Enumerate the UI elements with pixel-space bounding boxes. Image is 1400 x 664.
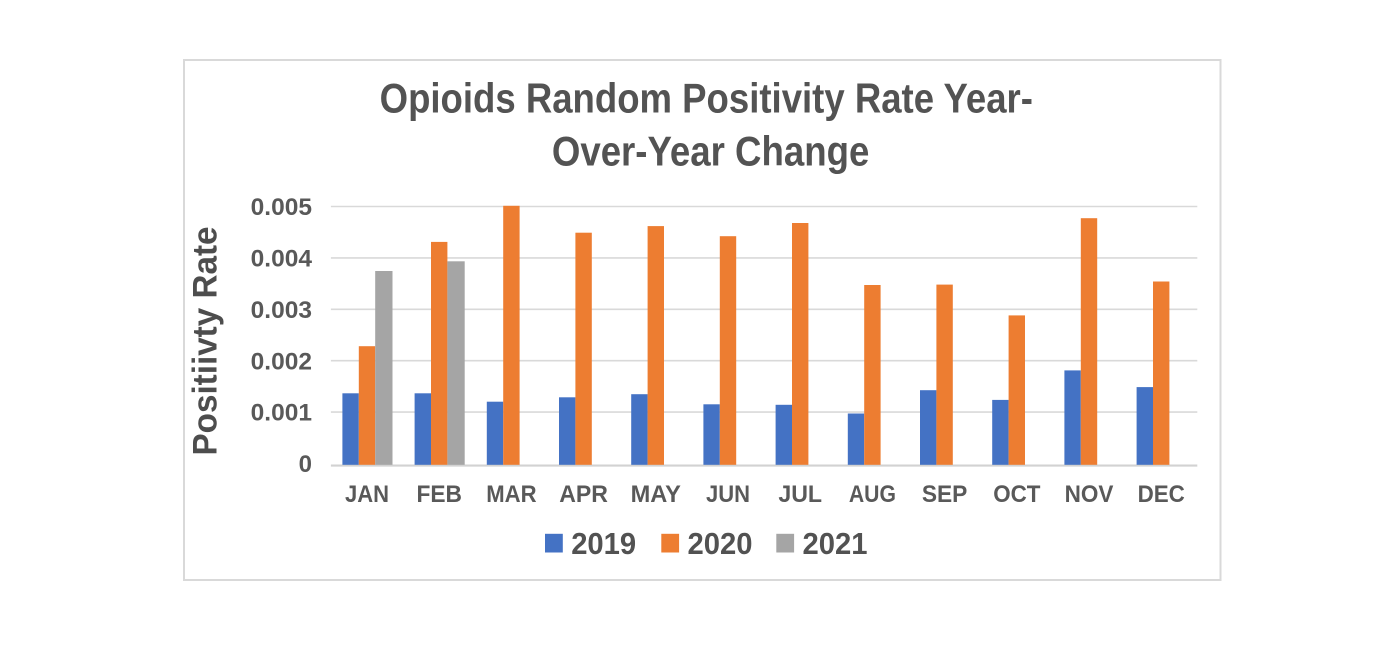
- svg-text:DEC: DEC: [1138, 481, 1185, 508]
- svg-text:NOV: NOV: [1065, 481, 1114, 508]
- svg-text:2021: 2021: [803, 526, 868, 561]
- svg-text:MAR: MAR: [486, 481, 536, 508]
- svg-text:Opioids Random Positivity Rate: Opioids Random Positivity Rate Year-: [380, 74, 1033, 121]
- svg-text:2019: 2019: [571, 526, 636, 561]
- svg-text:JAN: JAN: [345, 481, 389, 508]
- svg-text:0: 0: [299, 451, 312, 478]
- svg-text:AUG: AUG: [849, 481, 896, 508]
- svg-text:2020: 2020: [688, 526, 753, 561]
- svg-text:0.003: 0.003: [251, 297, 312, 324]
- svg-text:Positiivty Rate: Positiivty Rate: [187, 227, 225, 456]
- svg-text:0.004: 0.004: [251, 246, 313, 273]
- svg-text:MAY: MAY: [631, 481, 681, 508]
- svg-text:OCT: OCT: [993, 481, 1041, 508]
- svg-text:FEB: FEB: [416, 481, 462, 508]
- svg-text:0.002: 0.002: [251, 348, 312, 375]
- svg-text:JUN: JUN: [706, 481, 750, 508]
- svg-text:APR: APR: [559, 481, 608, 508]
- svg-text:0.005: 0.005: [251, 194, 312, 221]
- svg-text:Over-Year Change: Over-Year Change: [552, 127, 870, 174]
- svg-text:0.001: 0.001: [251, 400, 312, 427]
- svg-text:SEP: SEP: [922, 481, 968, 508]
- svg-text:JUL: JUL: [778, 481, 822, 508]
